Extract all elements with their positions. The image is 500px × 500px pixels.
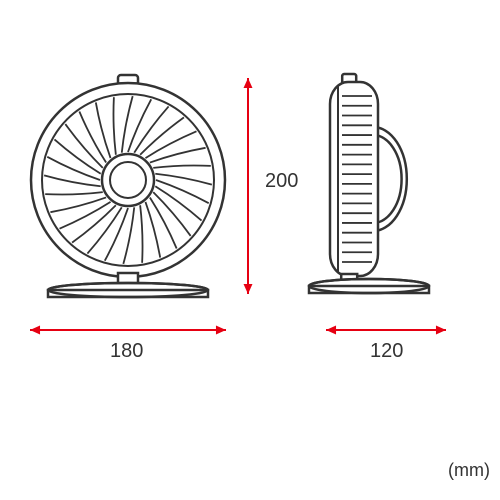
unit-label: (mm) bbox=[448, 460, 490, 481]
depth-dimension-label: 120 bbox=[370, 340, 403, 363]
height-dimension-label: 200 bbox=[265, 170, 298, 193]
width-dimension-label: 180 bbox=[110, 340, 143, 363]
dimension-arrows bbox=[0, 0, 500, 500]
technical-drawing-canvas: 200 180 120 (mm) bbox=[0, 0, 500, 500]
